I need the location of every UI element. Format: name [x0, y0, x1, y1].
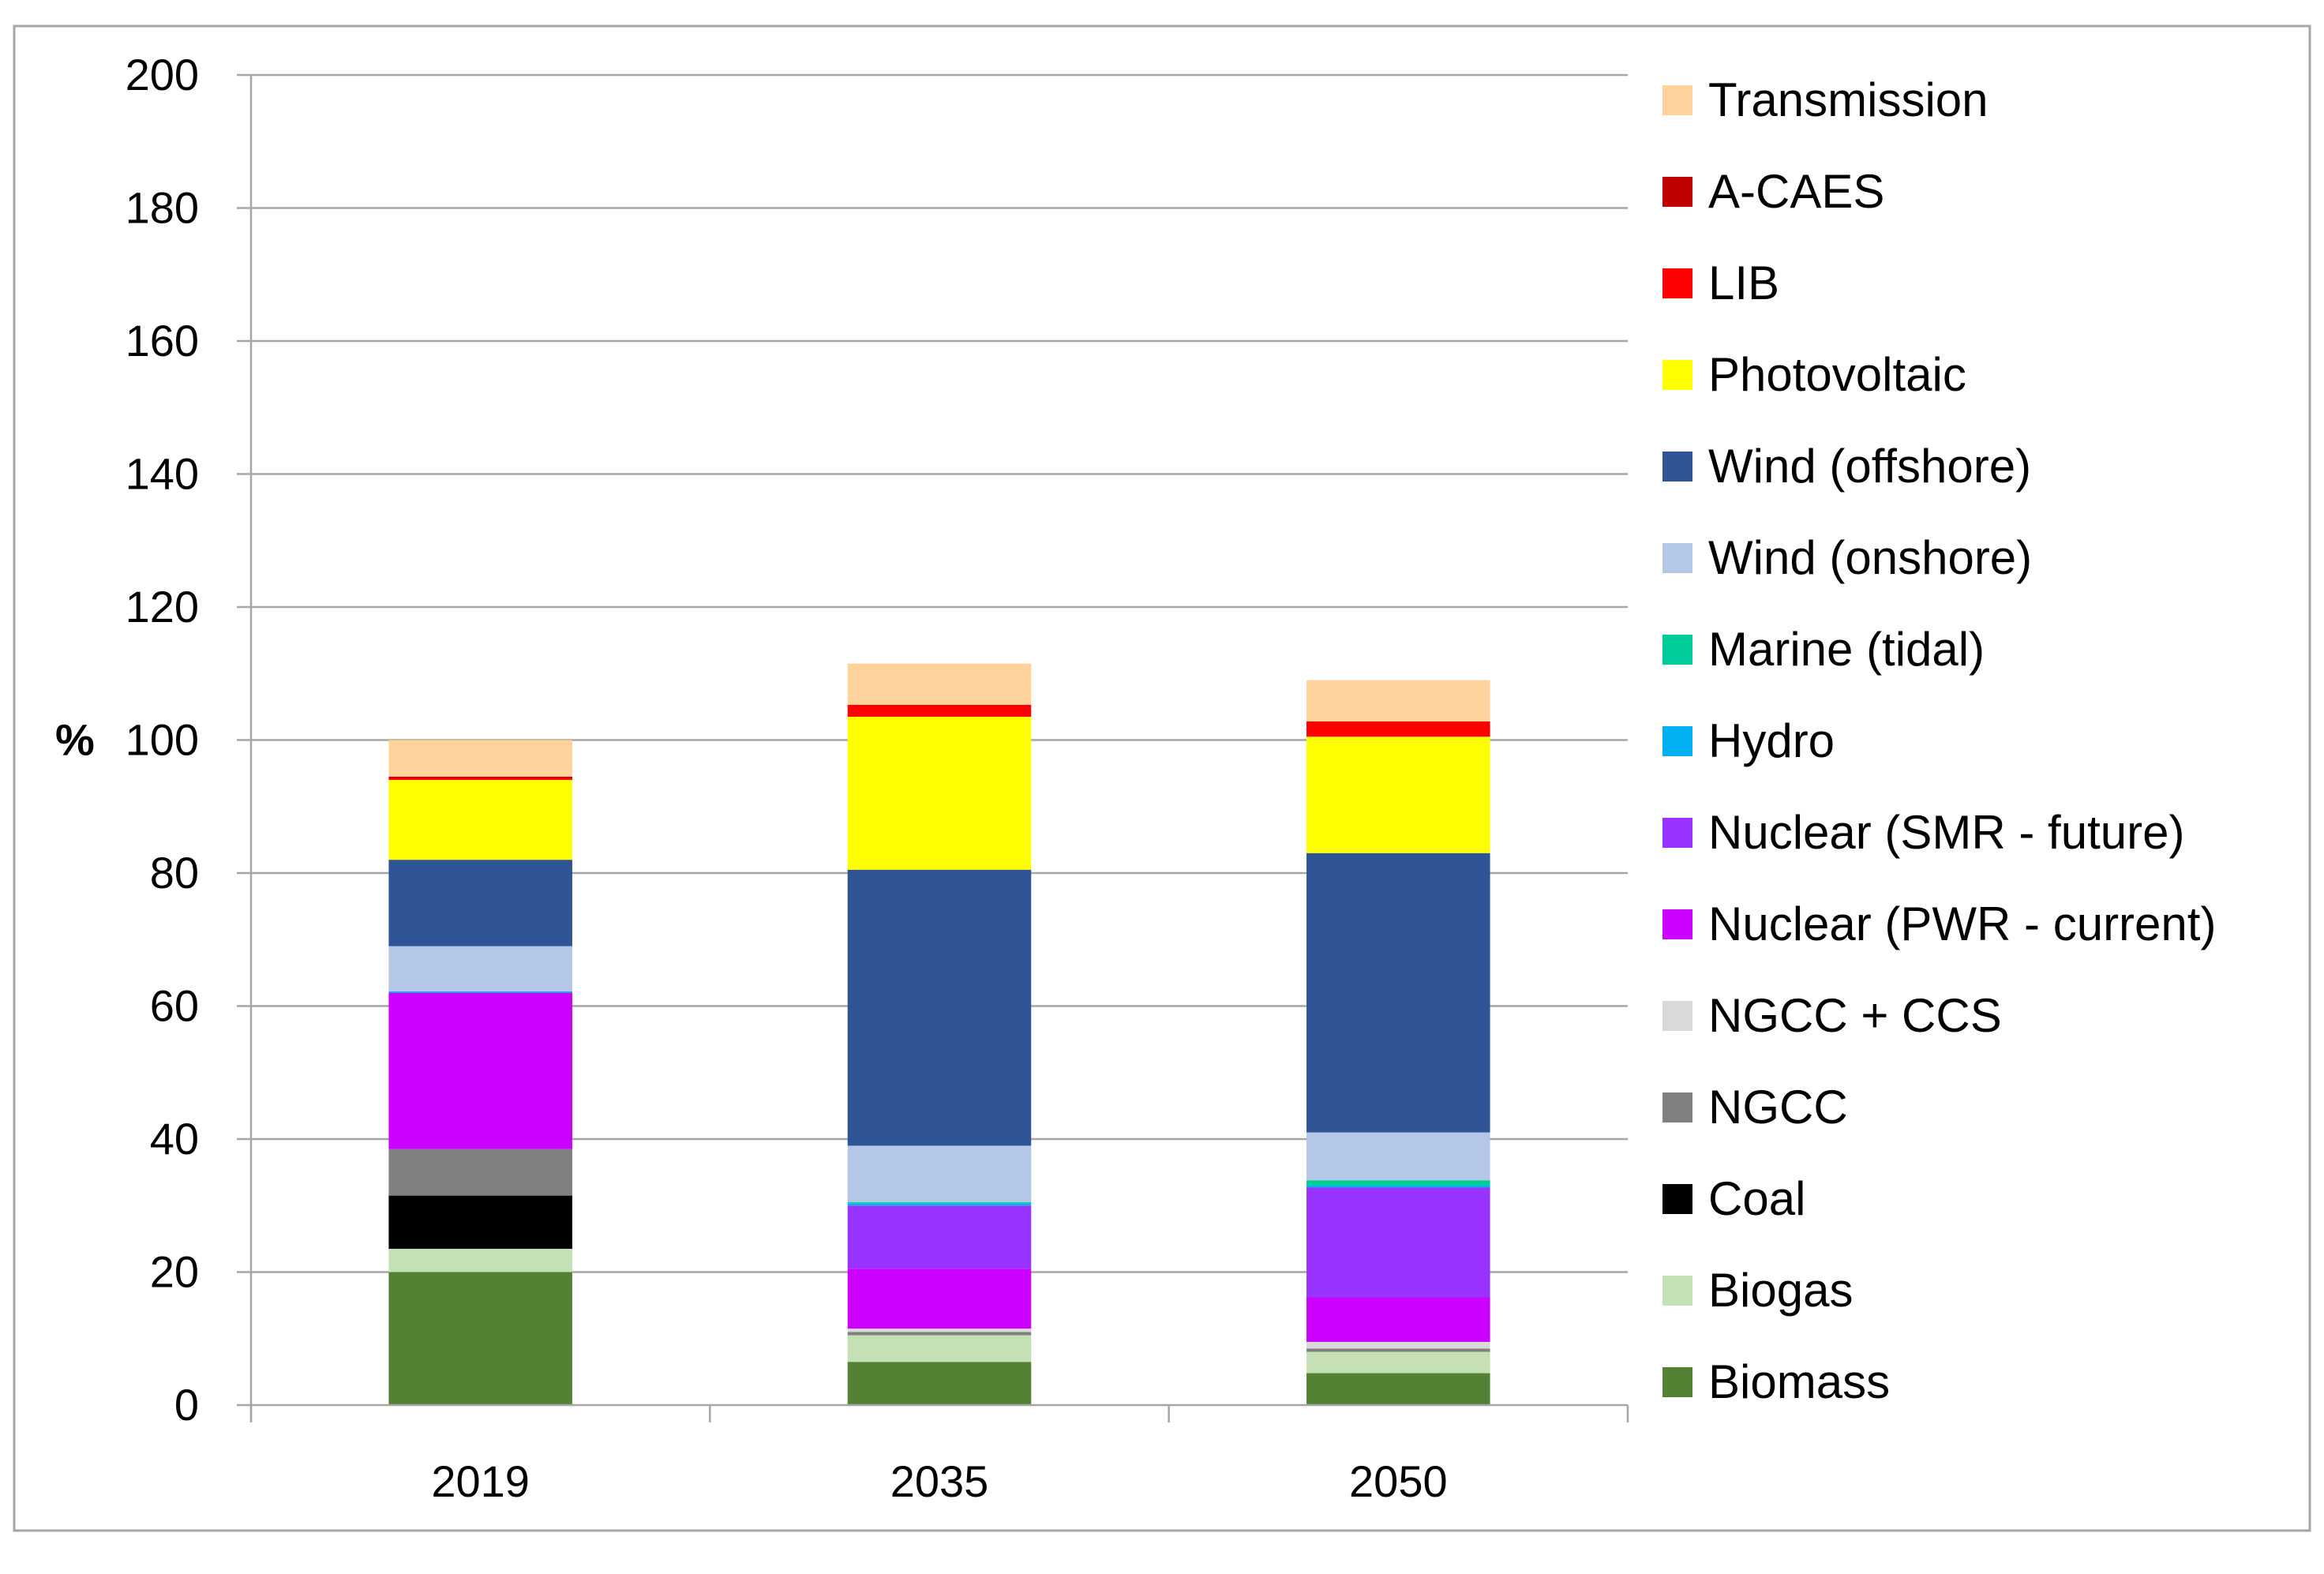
legend-label-coal: Coal: [1708, 1172, 1805, 1225]
bar-segment-2035-transmission: [847, 663, 1032, 705]
bar-segment-2019-a-caes: [388, 776, 572, 778]
bar-segment-2019-biomass: [388, 1272, 572, 1405]
legend-label-marine-tidal-: Marine (tidal): [1708, 623, 1985, 676]
legend-label-ngcc-ccs: NGCC + CCS: [1708, 989, 2002, 1042]
bar-segment-2019-lib: [388, 778, 572, 781]
bar-segment-2035-biomass: [847, 1362, 1032, 1405]
legend-label-photovoltaic: Photovoltaic: [1708, 348, 1966, 401]
bar-segment-2050-ngcc-ccs: [1306, 1341, 1490, 1349]
legend-swatch-coal: [1662, 1184, 1692, 1214]
bar-segment-2019-hydro: [388, 991, 572, 993]
bar-segment-2035-biogas: [847, 1335, 1032, 1362]
legend-label-lib: LIB: [1708, 257, 1779, 309]
bar-segment-2050-marine-tidal-: [1306, 1180, 1490, 1186]
bar-segment-2019-coal: [388, 1195, 572, 1250]
y-tick-label: 40: [150, 1114, 199, 1164]
y-tick-label: 120: [126, 582, 199, 631]
y-axis-label: %: [55, 715, 95, 765]
bar-segment-2050-wind-offshore-: [1306, 853, 1490, 1133]
legend-swatch-biomass: [1662, 1367, 1692, 1397]
legend-swatch-transmission: [1662, 85, 1692, 115]
legend-label-nuclear-smr-future-: Nuclear (SMR - future): [1708, 806, 2184, 859]
bar-segment-2035-wind-onshore-: [847, 1145, 1032, 1203]
bar-segment-2019-biogas: [388, 1249, 572, 1272]
bar-segment-2050-transmission: [1306, 680, 1490, 721]
y-tick-label: 0: [174, 1380, 199, 1430]
y-tick-label: 180: [126, 183, 199, 233]
bar-segment-2050-ngcc: [1306, 1348, 1490, 1352]
bar-segment-2050-biomass: [1306, 1373, 1490, 1405]
legend-swatch-a-caes: [1662, 177, 1692, 207]
bar-segment-2050-biogas: [1306, 1351, 1490, 1374]
bar-segment-2035-ngcc: [847, 1332, 1032, 1336]
x-tick-label-2019: 2019: [431, 1456, 530, 1506]
legend-swatch-ngcc: [1662, 1092, 1692, 1122]
legend-swatch-marine-tidal-: [1662, 635, 1692, 665]
bar-segment-2019-ngcc: [388, 1149, 572, 1196]
legend: Transmission A-CAES LIB Photovoltaic Wind (o…: [1662, 73, 2216, 1408]
y-tick-label: 80: [150, 848, 199, 898]
legend-swatch-wind-onshore-: [1662, 543, 1692, 573]
bar-segment-2019-photovoltaic: [388, 780, 572, 860]
bar-segment-2019-wind-onshore-: [388, 946, 572, 991]
legend-label-wind-onshore-: Wind (onshore): [1708, 531, 2032, 584]
bars: [388, 663, 1490, 1405]
bar-segment-2050-photovoltaic: [1306, 736, 1490, 853]
bar-segment-2050-lib: [1306, 721, 1490, 737]
y-tick-label: 140: [126, 449, 199, 499]
legend-label-hydro: Hydro: [1708, 714, 1835, 767]
bar-segment-2035-nuclear-smr-future-: [847, 1205, 1032, 1269]
x-tick-label-2050: 2050: [1349, 1456, 1448, 1506]
bar-segment-2035-hydro: [847, 1203, 1032, 1206]
legend-label-wind-offshore-: Wind (offshore): [1708, 440, 2031, 493]
bar-segment-2050-hydro: [1306, 1185, 1490, 1188]
legend-swatch-photovoltaic: [1662, 360, 1692, 390]
y-tick-label: 60: [150, 981, 199, 1031]
bar-segment-2035-ngcc-ccs: [847, 1329, 1032, 1332]
y-tick-label: 20: [150, 1247, 199, 1297]
legend-swatch-nuclear-smr-future-: [1662, 818, 1692, 848]
axes: 0 20 40 60 80 100 120 140 160 180 200% 2019 2035 2050: [55, 50, 1629, 1506]
legend-swatch-ngcc-ccs: [1662, 1001, 1692, 1031]
legend-label-ngcc: NGCC: [1708, 1081, 1848, 1134]
bar-segment-2035-wind-offshore-: [847, 869, 1032, 1146]
bar-segment-2035-lib: [847, 704, 1032, 718]
legend-label-a-caes: A-CAES: [1708, 165, 1884, 218]
bar-segment-2035-marine-tidal-: [847, 1202, 1032, 1204]
legend-swatch-biogas: [1662, 1276, 1692, 1306]
bar-segment-2035-photovoltaic: [847, 717, 1032, 870]
legend-swatch-wind-offshore-: [1662, 452, 1692, 482]
legend-swatch-nuclear-pwr-current-: [1662, 909, 1692, 939]
bar-segment-2019-nuclear-pwr-current-: [388, 992, 572, 1149]
bar-segment-2019-transmission: [388, 740, 572, 777]
legend-label-biomass: Biomass: [1708, 1355, 1890, 1408]
bar-segment-2050-nuclear-smr-future-: [1306, 1187, 1490, 1298]
y-tick-label: 160: [126, 316, 199, 365]
x-tick-label-2035: 2035: [890, 1456, 989, 1506]
legend-label-nuclear-pwr-current-: Nuclear (PWR - current): [1708, 898, 2216, 950]
bar-segment-2019-wind-offshore-: [388, 860, 572, 946]
legend-label-transmission: Transmission: [1708, 73, 1989, 126]
bar-segment-2050-nuclear-pwr-current-: [1306, 1297, 1490, 1342]
bar-segment-2035-nuclear-pwr-current-: [847, 1269, 1032, 1329]
legend-label-biogas: Biogas: [1708, 1264, 1853, 1317]
legend-swatch-hydro: [1662, 726, 1692, 756]
legend-swatch-lib: [1662, 268, 1692, 298]
y-tick-label: 100: [126, 715, 199, 765]
bar-segment-2050-wind-onshore-: [1306, 1132, 1490, 1181]
chart-frame: [13, 24, 2311, 1532]
y-tick-label: 200: [126, 50, 199, 99]
